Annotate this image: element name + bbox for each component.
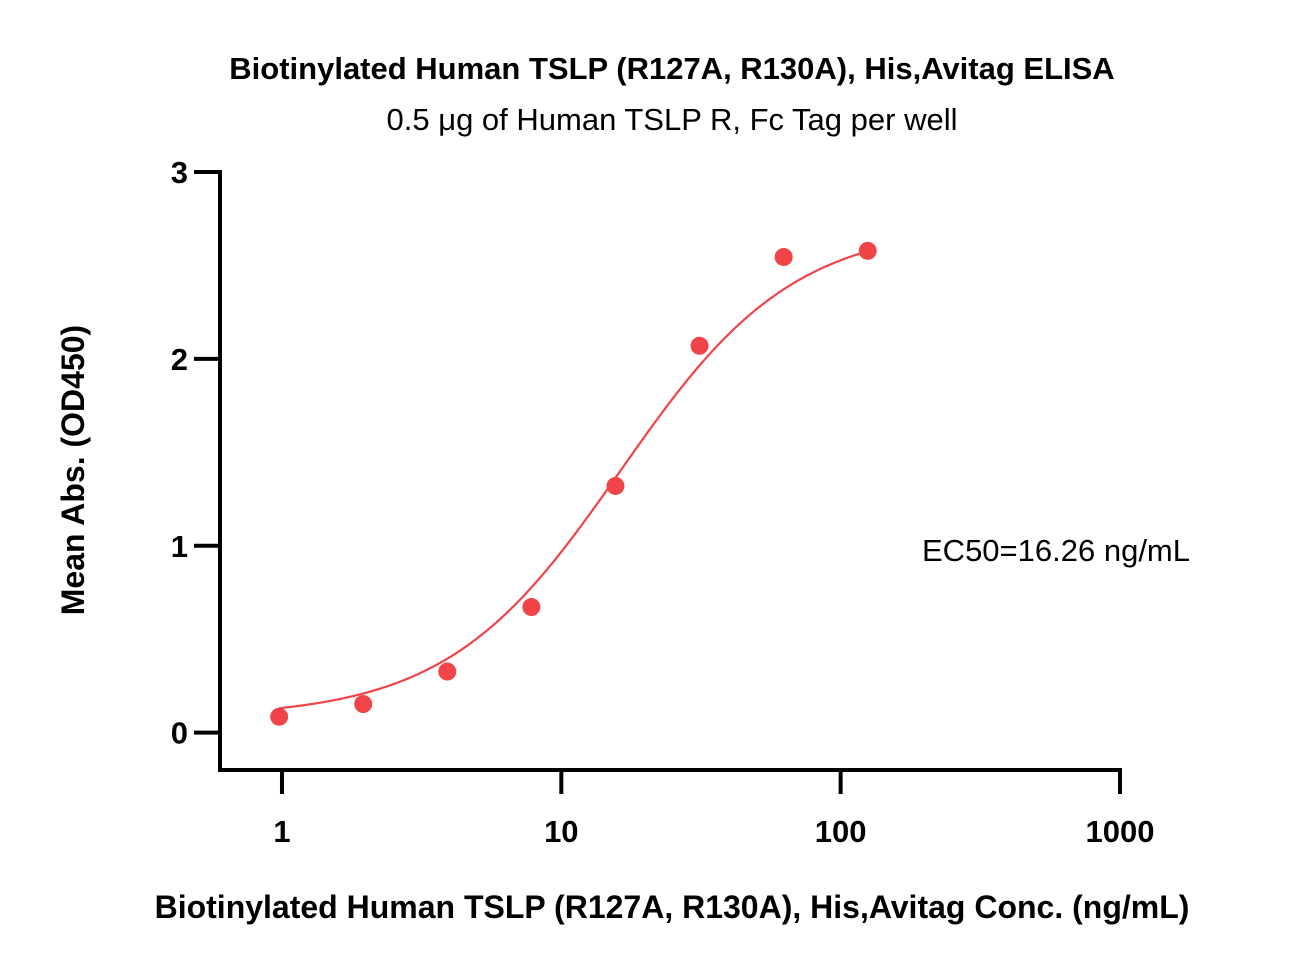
- y-tick-label: 2: [171, 342, 188, 377]
- data-point: [858, 241, 877, 260]
- x-tick-label: 1000: [1086, 814, 1155, 849]
- data-point: [690, 336, 709, 355]
- fit-curves: [279, 250, 869, 710]
- x-tick-label: 100: [815, 814, 867, 849]
- y-axis-label: Mean Abs. (OD450): [55, 325, 91, 615]
- data-point: [270, 707, 289, 726]
- ticks: 0 1 2 3 1 10 100 1000: [171, 155, 1155, 849]
- y-tick-label: 1: [171, 529, 188, 564]
- y-tick-label: 3: [171, 155, 188, 190]
- x-tick-label: 10: [544, 814, 578, 849]
- data-point: [354, 695, 373, 714]
- chart-subtitle: 0.5 μg of Human TSLP R, Fc Tag per well: [387, 102, 958, 137]
- x-axis-label: Biotinylated Human TSLP (R127A, R130A), …: [155, 889, 1190, 925]
- data-point: [606, 476, 625, 495]
- axes: [218, 170, 1122, 772]
- fit-curve: [279, 250, 869, 710]
- y-tick-label: 0: [171, 716, 188, 751]
- data-point: [774, 248, 793, 267]
- ec50-annotation: EC50=16.26 ng/mL: [922, 533, 1190, 568]
- chart-title: Biotinylated Human TSLP (R127A, R130A), …: [229, 51, 1114, 86]
- data-points: [270, 241, 877, 726]
- data-point: [438, 662, 457, 681]
- x-tick-label: 1: [273, 814, 290, 849]
- data-point: [522, 598, 541, 617]
